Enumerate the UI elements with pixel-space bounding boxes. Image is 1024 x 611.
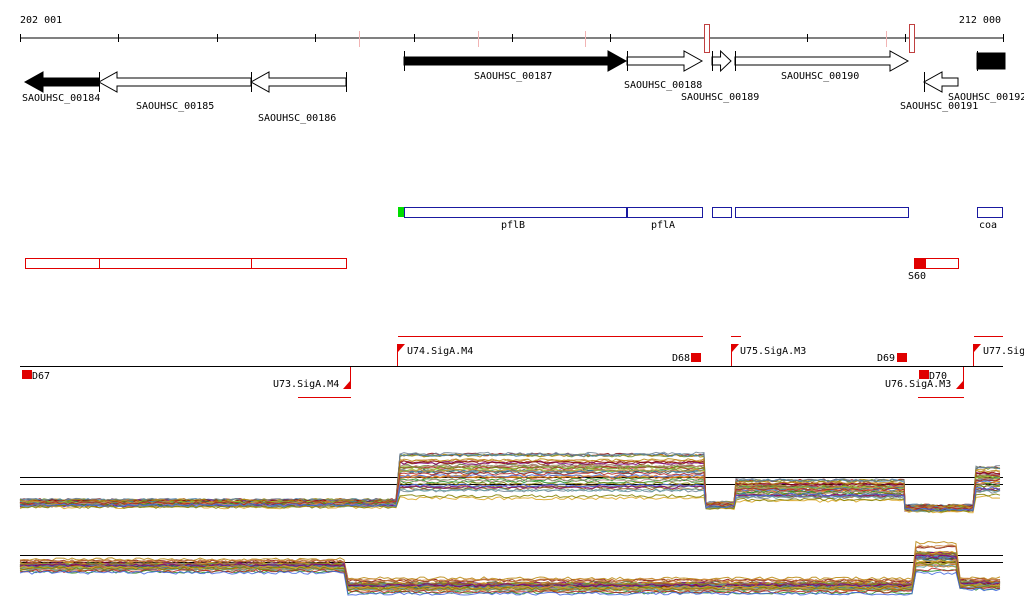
gene-label-layer: SAOUHSC_00184 SAOUHSC_00185 SAOUHSC_0018… xyxy=(22,71,1024,124)
gene-label: SAOUHSC_00191 xyxy=(900,101,978,112)
gene-label: SAOUHSC_00192 xyxy=(948,92,1024,103)
gene-arrow xyxy=(922,71,959,93)
gene-label: SAOUHSC_00189 xyxy=(681,92,759,103)
segment-marker xyxy=(914,258,925,269)
unit-label: U73.SigA.M4 xyxy=(273,379,339,390)
terminator-marker xyxy=(919,370,929,379)
segment-label: S60 xyxy=(908,271,926,282)
gene-arrow xyxy=(97,71,252,93)
gene-label: SAOUHSC_00185 xyxy=(136,101,214,112)
gene-arrow xyxy=(249,71,347,93)
expression-trace xyxy=(19,471,1001,510)
feature-box xyxy=(977,207,1003,218)
feature-box xyxy=(712,207,732,218)
unit-label: D69 xyxy=(877,353,895,364)
feature-box xyxy=(735,207,909,218)
terminator-marker xyxy=(22,370,32,379)
feature-box xyxy=(404,207,627,218)
coordinate-ruler: 202 001 212 000 xyxy=(20,15,1004,53)
segment-box xyxy=(99,258,252,269)
unit-label: U74.SigA.M4 xyxy=(407,346,473,357)
gene-arrow xyxy=(976,52,1006,70)
promoter-flag xyxy=(731,344,739,366)
gene-label: SAOUHSC_00184 xyxy=(22,93,100,104)
transcription-unit-track: D67 U73.SigA.M4 U74.SigA.M4 D68 U75.SigA… xyxy=(20,336,1024,398)
expression-trace xyxy=(19,558,1001,590)
expression-trace xyxy=(19,468,1001,510)
gene-arrow xyxy=(734,50,910,72)
start-codon-marker xyxy=(398,207,404,217)
promoter-flag xyxy=(956,367,964,389)
segment-box xyxy=(25,258,100,269)
ruler-region-marker xyxy=(909,24,915,53)
promoter-flag xyxy=(973,344,981,366)
terminator-marker xyxy=(897,353,907,362)
ruler-start-label: 202 001 xyxy=(20,15,62,26)
expression-trace xyxy=(19,561,1001,591)
gene-label: SAOUHSC_00190 xyxy=(781,71,859,82)
segment-box xyxy=(925,258,959,269)
gene-arrow xyxy=(711,49,732,73)
gene-name-label: pflB xyxy=(501,220,525,231)
gene-arrow xyxy=(23,71,100,93)
unit-label: D68 xyxy=(672,353,690,364)
ruler-region-marker xyxy=(704,24,710,53)
gene-label: SAOUHSC_00187 xyxy=(474,71,552,82)
gene-label: SAOUHSC_00186 xyxy=(258,113,336,124)
gene-label: SAOUHSC_00188 xyxy=(624,80,702,91)
unit-label: U77.SigA.M4 xyxy=(983,346,1024,357)
expression-profile-reverse xyxy=(19,540,1003,596)
gene-arrow xyxy=(626,50,704,72)
feature-box xyxy=(627,207,703,218)
expression-trace xyxy=(19,460,1000,509)
gene-name-track: pflB pflA coa xyxy=(398,207,1003,231)
expression-trace xyxy=(19,493,1001,513)
unit-label: D67 xyxy=(32,371,50,382)
gene-name-label: coa xyxy=(979,220,997,231)
expression-trace xyxy=(19,545,1001,583)
segment-box xyxy=(251,258,347,269)
expression-trace xyxy=(19,544,1001,583)
promoter-flag xyxy=(343,367,351,389)
gene-track xyxy=(23,49,1006,93)
expression-trace xyxy=(19,483,1001,512)
expression-trace xyxy=(19,567,1001,594)
unit-label: D70 xyxy=(929,371,947,382)
expression-profile-forward xyxy=(19,451,1003,514)
ruler-ticks xyxy=(20,24,1004,53)
unit-label: U76.SigA.M3 xyxy=(885,379,951,390)
gene-name-label: pflA xyxy=(651,220,675,231)
terminator-marker xyxy=(691,353,701,362)
segment-track: S60 xyxy=(25,258,959,282)
promoter-flag xyxy=(397,344,405,366)
ruler-end-label: 212 000 xyxy=(959,15,1001,26)
gene-arrow xyxy=(403,50,628,72)
unit-label: U75.SigA.M3 xyxy=(740,346,806,357)
expression-trace xyxy=(19,570,1001,596)
expression-trace xyxy=(19,540,1001,581)
